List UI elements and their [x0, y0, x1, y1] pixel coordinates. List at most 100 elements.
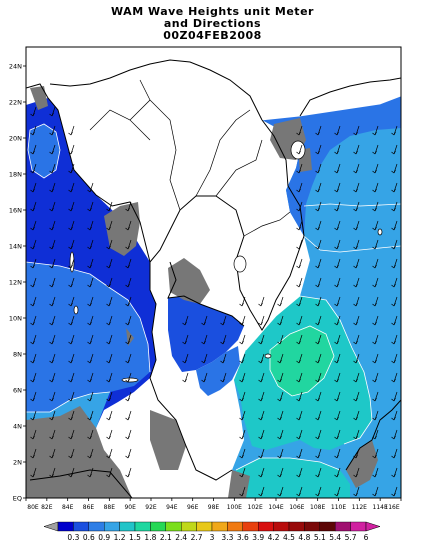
direction-arrow: [391, 467, 398, 478]
legend-swatch: [119, 521, 136, 532]
x-tick-label: 82E: [41, 504, 53, 511]
direction-arrow: [87, 315, 94, 326]
direction-arrow: [68, 429, 75, 440]
direction-arrow: [334, 144, 341, 155]
direction-arrow: [391, 296, 398, 307]
direction-arrow: [68, 163, 75, 174]
direction-arrow: [201, 334, 208, 345]
direction-arrow: [296, 296, 303, 307]
x-tick-label: 90E: [124, 504, 136, 511]
direction-arrow: [258, 410, 265, 421]
legend-swatch: [335, 521, 351, 532]
direction-arrow: [334, 182, 341, 193]
direction-arrow: [49, 277, 56, 288]
direction-arrow: [68, 334, 75, 345]
direction-arrow: [125, 353, 132, 364]
direction-arrow: [277, 353, 284, 364]
direction-arrow: [315, 239, 322, 250]
legend-swatch: [350, 521, 367, 532]
direction-arrow: [87, 201, 94, 212]
legend-swatch: [196, 521, 213, 532]
y-tick-label: 16N: [9, 207, 22, 215]
direction-arrow: [334, 201, 341, 212]
direction-arrow: [315, 467, 322, 478]
direction-arrow: [353, 429, 360, 440]
direction-arrow: [372, 410, 379, 421]
direction-arrow: [125, 429, 132, 440]
legend-label: 3.6: [237, 533, 249, 542]
direction-arrow: [353, 410, 360, 421]
direction-arrow: [391, 201, 398, 212]
direction-arrow: [49, 429, 56, 440]
direction-arrow: [353, 144, 360, 155]
direction-arrow: [353, 239, 360, 250]
direction-arrow: [87, 296, 94, 307]
direction-arrow: [296, 201, 303, 212]
direction-arrow: [30, 201, 37, 212]
x-tick-label: 100E: [227, 504, 242, 511]
y-tick-label: 20N: [9, 135, 22, 143]
direction-arrow: [296, 391, 303, 402]
direction-arrow: [182, 334, 189, 345]
direction-arrow: [30, 163, 37, 174]
direction-arrow: [30, 144, 37, 155]
direction-arrow: [258, 315, 265, 326]
direction-arrow: [372, 315, 379, 326]
y-axis: EQ 2N 4N 6N 8N 10N 12N 14N 16N 18N 20N 22N 24N: [9, 63, 26, 503]
direction-arrow: [277, 372, 284, 383]
direction-arrow: [49, 467, 56, 478]
gulf-of-thailand-blue: [168, 296, 244, 372]
direction-arrow: [315, 372, 322, 383]
direction-arrow: [87, 429, 94, 440]
x-tick-label: 80E: [27, 504, 39, 511]
direction-arrow: [49, 258, 56, 269]
direction-arrow: [315, 448, 322, 459]
direction-arrow: [87, 372, 94, 383]
direction-arrow: [30, 125, 37, 136]
legend-swatch: [134, 521, 151, 532]
y-tick-label: 10N: [9, 315, 22, 323]
direction-arrow: [125, 201, 132, 212]
direction-arrow: [334, 410, 341, 421]
direction-arrow: [296, 220, 303, 231]
direction-arrow: [106, 353, 113, 364]
direction-arrow: [334, 258, 341, 269]
direction-arrow: [30, 277, 37, 288]
legend-label: 3: [210, 533, 215, 542]
direction-arrow: [334, 448, 341, 459]
direction-arrow: [315, 125, 322, 136]
direction-arrow: [30, 258, 37, 269]
country-borders: [89, 79, 291, 237]
direction-arrow: [296, 315, 303, 326]
direction-arrow: [334, 467, 341, 478]
legend-swatch: [304, 521, 320, 532]
direction-arrow: [68, 448, 75, 459]
direction-arrow: [353, 486, 360, 497]
y-tick-label: 24N: [9, 63, 22, 71]
direction-arrow: [125, 220, 132, 231]
x-tick-label: 114E: [373, 504, 388, 511]
x-tick-label: 94E: [166, 504, 178, 511]
direction-arrow: [106, 296, 113, 307]
direction-arrow: [49, 144, 56, 155]
direction-arrow: [49, 410, 56, 421]
direction-arrow: [30, 315, 37, 326]
direction-arrow: [30, 467, 37, 478]
legend-swatch: [319, 521, 336, 532]
direction-arrow: [391, 372, 398, 383]
direction-arrow: [125, 410, 132, 421]
direction-arrow: [30, 220, 37, 231]
y-tick-label: 12N: [9, 279, 22, 287]
direction-arrow: [106, 467, 113, 478]
direction-arrow: [296, 277, 303, 288]
direction-arrow: [334, 372, 341, 383]
direction-arrow: [30, 372, 37, 383]
direction-arrow: [372, 163, 379, 174]
direction-arrow: [353, 277, 360, 288]
legend-label: 5.1: [314, 533, 326, 542]
direction-arrow: [334, 334, 341, 345]
x-tick-label: 84E: [62, 504, 74, 511]
bay-of-bengal-mid-blue: [26, 262, 150, 412]
legend-swatch: [258, 521, 274, 532]
direction-arrow: [277, 296, 284, 307]
